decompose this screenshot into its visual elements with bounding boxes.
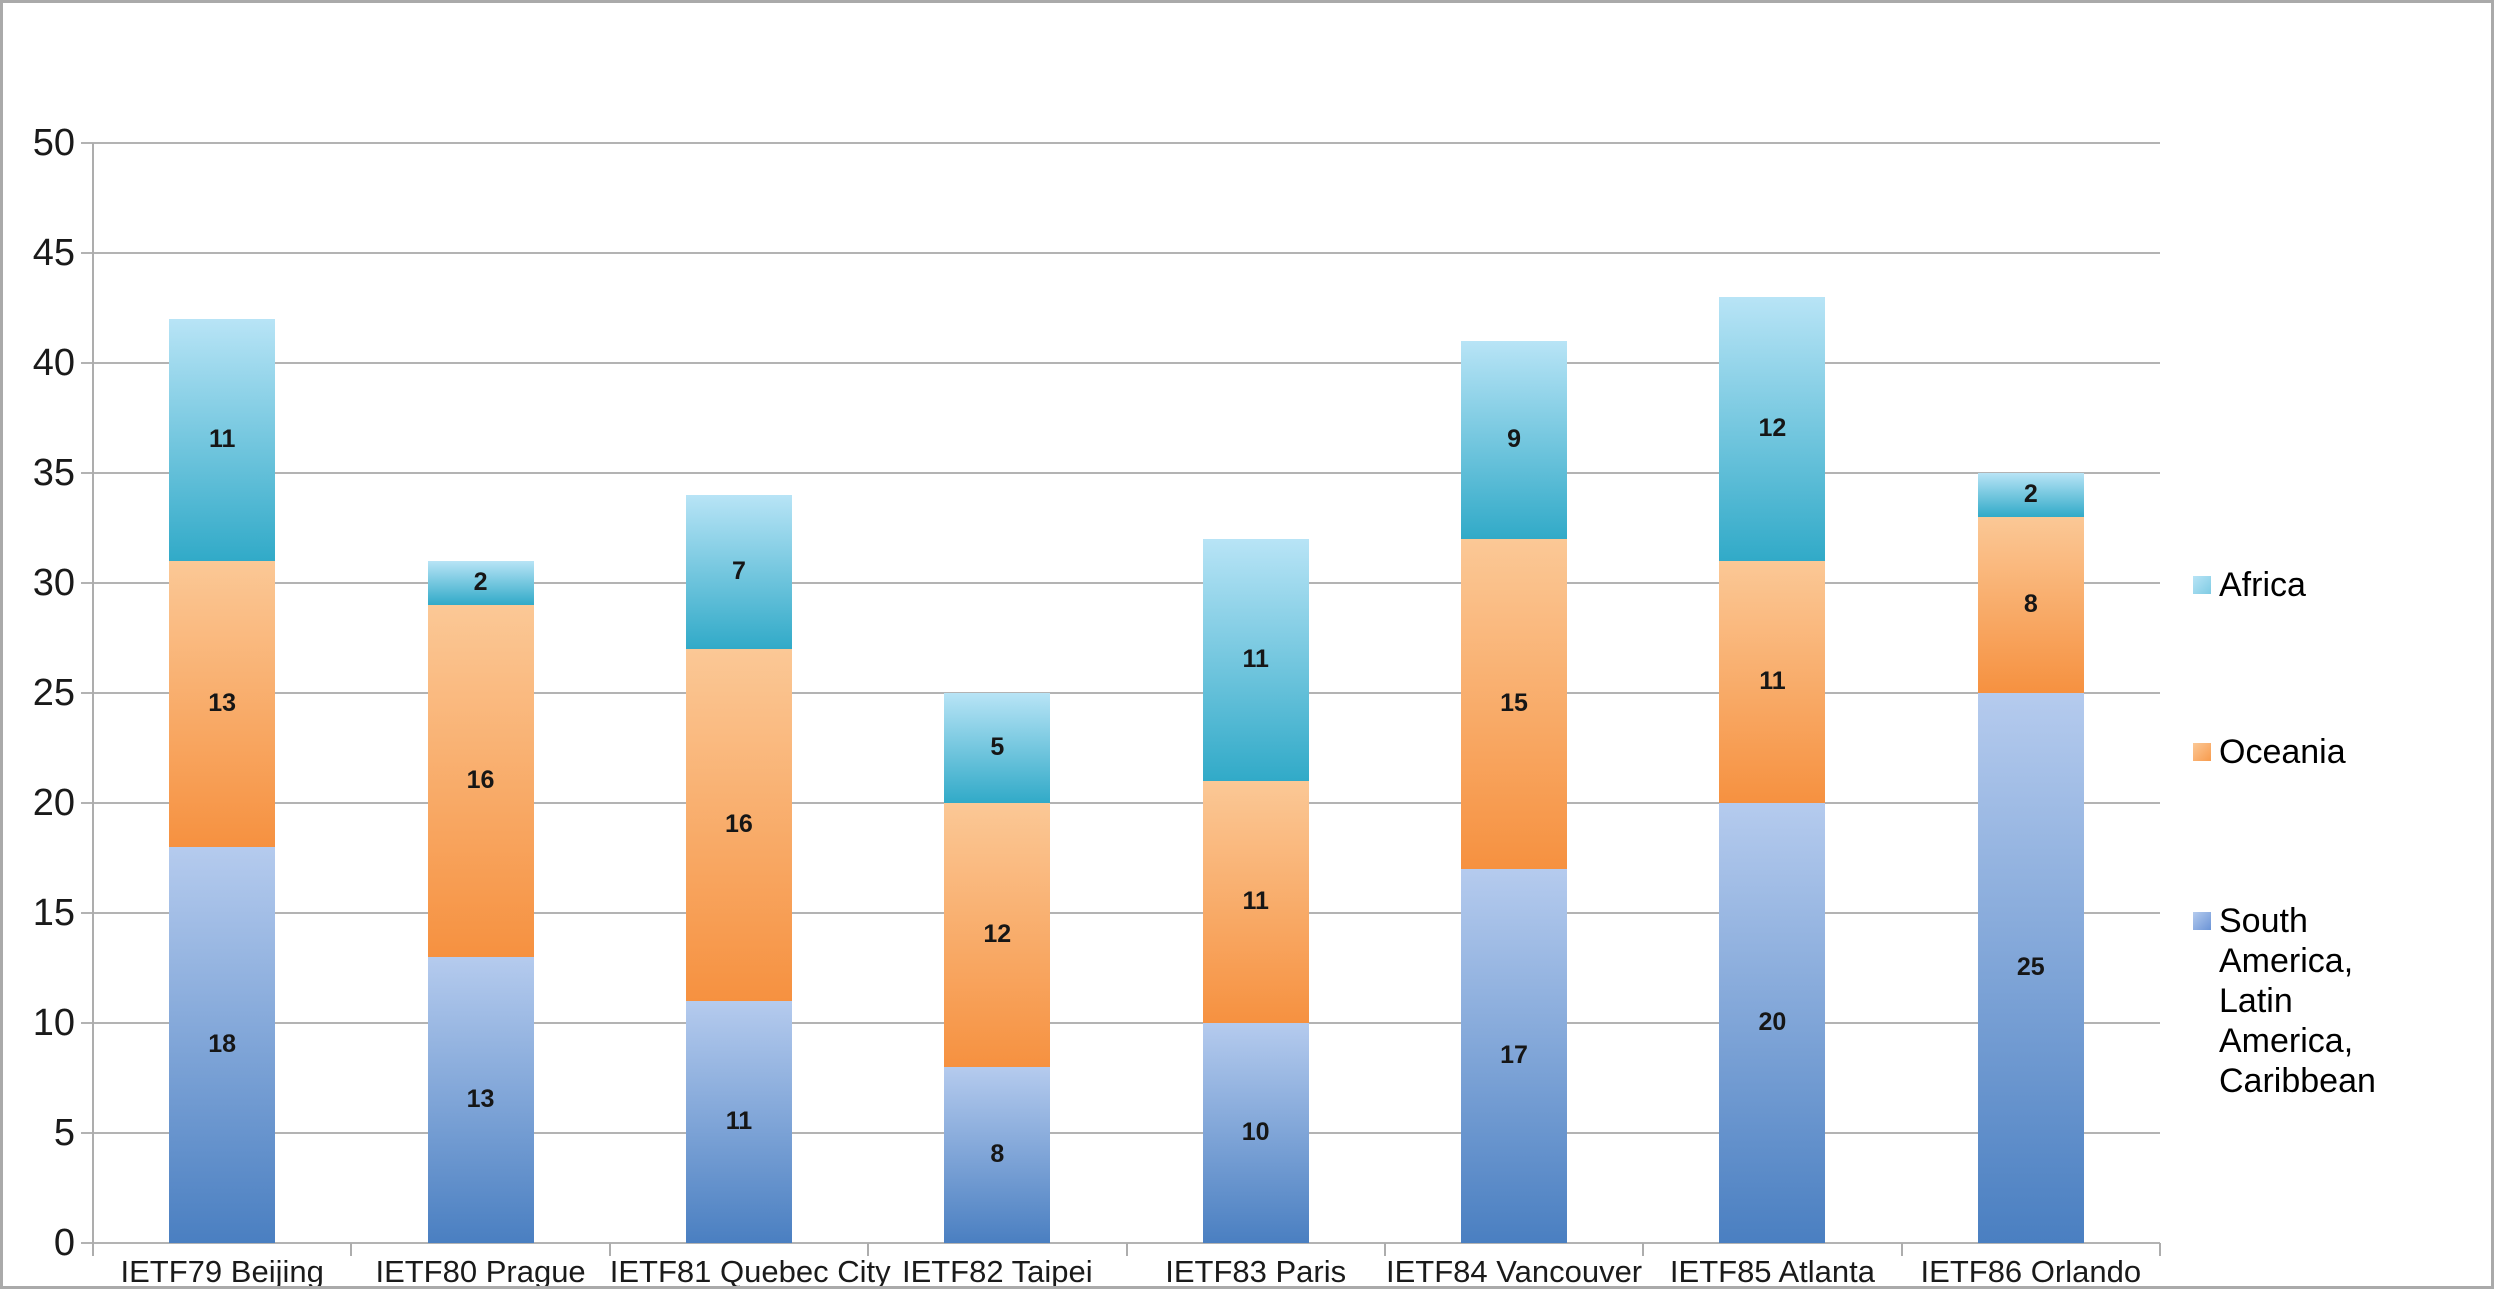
- bar-value-label: 12: [1758, 414, 1787, 442]
- bar-value-label: 11: [1759, 667, 1786, 695]
- y-grid-line: [81, 802, 2160, 804]
- bar-value-label: 7: [731, 557, 746, 585]
- bar-segment-africa: 2: [1977, 473, 2084, 517]
- x-axis-tick: [1900, 1243, 1903, 1256]
- bar-value-label: 25: [2016, 953, 2045, 981]
- bar-segment-south-america-latin-america-caribbean: 8: [944, 1067, 1051, 1243]
- bar-segment-oceania: 16: [427, 605, 534, 957]
- bar-value-label: 8: [2023, 590, 2038, 618]
- y-axis-tick-label: 15: [32, 892, 75, 934]
- y-axis-tick-label: 50: [32, 122, 75, 164]
- bar-value-label: 11: [208, 425, 236, 453]
- x-axis-category-label: IETF80 Prague: [375, 1254, 586, 1289]
- y-axis-tick-label: 10: [32, 1002, 75, 1044]
- bar-segment-africa: 11: [169, 319, 276, 561]
- x-axis-category-label: IETF81 Quebec City: [609, 1254, 891, 1289]
- bar-segment-south-america-latin-america-caribbean: 18: [169, 847, 276, 1243]
- bar-segment-africa: 7: [685, 495, 792, 649]
- y-axis-tick-label: 5: [53, 1112, 75, 1154]
- y-axis-tick-label: 30: [32, 562, 75, 604]
- y-grid-line: [81, 472, 2160, 474]
- y-axis-tick-label: 45: [32, 232, 75, 274]
- y-grid-line: [81, 692, 2160, 694]
- bar-segment-south-america-latin-america-caribbean: 20: [1719, 803, 1826, 1243]
- x-axis-baseline: [81, 1242, 2160, 1244]
- bar-value-label: 12: [983, 920, 1012, 948]
- bar-value-label: 11: [1242, 645, 1269, 673]
- bar-value-label: 8: [990, 1140, 1005, 1168]
- bar-segment-oceania: 11: [1719, 561, 1826, 803]
- y-axis-tick-label: 35: [32, 452, 75, 494]
- bar-segment-oceania: 11: [1202, 781, 1309, 1023]
- bar-segment-south-america-latin-america-caribbean: 13: [427, 957, 534, 1243]
- y-axis-tick-label: 40: [32, 342, 75, 384]
- bar-segment-oceania: 15: [1461, 539, 1568, 869]
- bar-segment-africa: 12: [1719, 297, 1826, 561]
- legend-swatch: [2193, 912, 2211, 930]
- x-axis-category-label: IETF79 Beijing: [120, 1254, 324, 1289]
- legend-label: Oceania: [2219, 733, 2346, 771]
- bar-segment-oceania: 16: [685, 649, 792, 1001]
- legend-swatch: [2193, 576, 2211, 594]
- bar-segment-south-america-latin-america-caribbean: 10: [1202, 1023, 1309, 1243]
- bar-value-label: 16: [725, 810, 753, 838]
- x-axis-tick: [2159, 1243, 2161, 1256]
- bar-segment-oceania: 13: [169, 561, 276, 847]
- bar-segment-africa: 9: [1461, 341, 1568, 539]
- bar-segment-africa: 11: [1202, 539, 1309, 781]
- x-axis-category-label: IETF86 Orlando: [1920, 1254, 2142, 1289]
- bar-value-label: 2: [2023, 480, 2038, 508]
- x-axis-tick: [608, 1243, 611, 1256]
- bar-value-label: 11: [1242, 887, 1269, 915]
- y-grid-line: [81, 362, 2160, 364]
- bar-value-label: 18: [208, 1030, 237, 1058]
- x-axis-tick: [92, 1243, 94, 1256]
- bar-value-label: 9: [1507, 425, 1522, 453]
- bar-segment-south-america-latin-america-caribbean: 17: [1461, 869, 1568, 1243]
- x-axis-category-label: IETF85 Atlanta: [1669, 1254, 1875, 1289]
- legend-label: South America, Latin America, Caribbean: [2219, 902, 2376, 1100]
- bar-value-label: 17: [1500, 1041, 1528, 1069]
- bar-value-label: 16: [466, 766, 495, 794]
- x-axis-category-label: IETF83 Paris: [1165, 1254, 1347, 1289]
- bar-segment-south-america-latin-america-caribbean: 25: [1977, 693, 2084, 1243]
- bar-value-label: 13: [208, 689, 237, 717]
- y-axis-tick-label: 25: [32, 672, 75, 714]
- bar-segment-oceania: 12: [944, 803, 1051, 1067]
- legend-swatch: [2193, 743, 2211, 761]
- y-grid-line: [81, 142, 2160, 144]
- bar-segment-africa: 5: [944, 693, 1051, 803]
- x-axis-tick: [867, 1243, 870, 1256]
- x-axis-tick: [1642, 1243, 1645, 1256]
- x-axis-tick: [1125, 1243, 1128, 1256]
- x-axis-category-label: IETF82 Taipei: [901, 1254, 1093, 1289]
- y-grid-line: [81, 1022, 2160, 1024]
- y-grid-line: [81, 1132, 2160, 1134]
- bar-value-label: 20: [1758, 1008, 1787, 1036]
- bar-value-label: 13: [466, 1085, 495, 1113]
- y-axis-tick-label: 0: [53, 1222, 75, 1264]
- bar-value-label: 11: [725, 1107, 753, 1135]
- y-axis-tick-label: 20: [32, 782, 75, 824]
- y-grid-line: [81, 252, 2160, 254]
- bar-segment-africa: 2: [427, 561, 534, 605]
- legend-label: Africa: [2219, 566, 2306, 604]
- bar-value-label: 10: [1241, 1118, 1270, 1146]
- bar-value-label: 2: [473, 568, 488, 596]
- bar-segment-south-america-latin-america-caribbean: 11: [685, 1001, 792, 1243]
- bar-value-label: 15: [1500, 689, 1528, 717]
- y-grid-line: [81, 912, 2160, 914]
- y-grid-line: [81, 582, 2160, 584]
- bar-segment-oceania: 8: [1977, 517, 2084, 693]
- x-axis-tick: [350, 1243, 353, 1256]
- bar-value-label: 5: [990, 733, 1005, 761]
- y-axis-line: [92, 143, 94, 1243]
- x-axis-category-label: IETF84 Vancouver: [1385, 1254, 1643, 1289]
- x-axis-tick: [1383, 1243, 1386, 1256]
